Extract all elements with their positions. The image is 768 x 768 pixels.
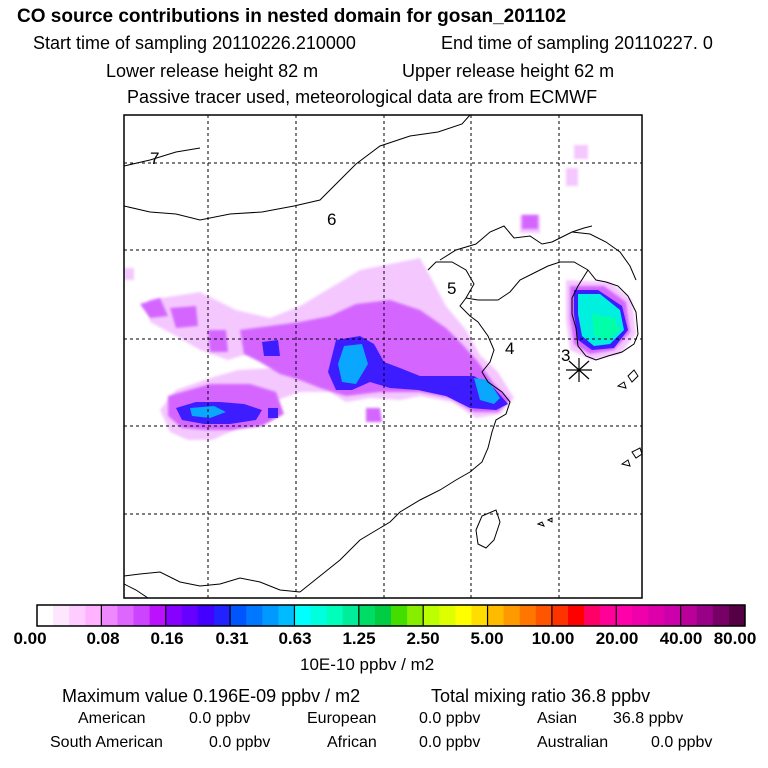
- colorbar-frame: [36, 604, 746, 627]
- colorbar-tick: 2.50: [406, 629, 440, 648]
- contrib-name: South American: [50, 734, 163, 751]
- plume-cyan: [190, 344, 500, 418]
- colorbar-dividers: [100, 605, 682, 626]
- contrib-name: African: [327, 734, 377, 751]
- plot-title: CO source contributions in nested domain…: [17, 6, 567, 27]
- colorbar-swatch: [326, 605, 344, 626]
- colorbar-swatch: [664, 605, 682, 626]
- colorbar-units: 10E-10 ppbv / m2: [300, 655, 435, 674]
- colorbar-swatch: [503, 605, 521, 626]
- plume-korea-peak: [578, 294, 624, 346]
- colorbar-swatch: [551, 605, 569, 626]
- colorbar-tick: 1.25: [342, 629, 376, 648]
- colorbar-tick: 0.00: [13, 629, 47, 648]
- end-time-label: End time of sampling 20110227. 0: [441, 33, 713, 53]
- colorbar-swatch: [278, 605, 295, 626]
- colorbar-swatch: [117, 605, 135, 626]
- colorbar-swatch: [519, 605, 537, 626]
- region-label-7: 7: [150, 149, 159, 168]
- colorbar-swatch: [358, 605, 376, 626]
- colorbar-tick: 0.63: [278, 629, 312, 648]
- colorbar-swatch: [165, 605, 183, 626]
- colorbar-tick: 20.00: [595, 629, 639, 648]
- colorbar-swatch: [133, 605, 151, 626]
- colorbar-swatch: [246, 605, 263, 626]
- contrib-value: 0.0 ppbv: [209, 734, 271, 751]
- receptor-star-icon: [566, 358, 592, 382]
- colorbar-tick: 10.00: [531, 629, 575, 648]
- colorbar-swatch: [374, 605, 392, 626]
- colorbar-tick: 80.00: [713, 629, 757, 648]
- contrib-name: European: [307, 710, 377, 727]
- colorbar: [37, 605, 746, 626]
- colorbar-swatch: [696, 605, 714, 626]
- colorbar-tick: 0.08: [86, 629, 120, 648]
- colorbar-swatch: [616, 605, 633, 626]
- contrib-name: Australian: [537, 734, 609, 751]
- colorbar-swatch: [584, 605, 601, 626]
- contrib-value: 0.0 ppbv: [651, 734, 713, 751]
- colorbar-tick: 0.16: [150, 629, 184, 648]
- colorbar-swatch: [181, 605, 199, 626]
- colorbar-swatch: [487, 605, 505, 626]
- tracer-note: Passive tracer used, meteorological data…: [127, 87, 598, 107]
- upper-release-height: Upper release height 62 m: [402, 61, 615, 81]
- colorbar-swatch: [69, 605, 86, 626]
- colorbar-swatch: [568, 605, 585, 626]
- region-label-6: 6: [327, 210, 336, 229]
- colorbar-swatch: [391, 605, 408, 626]
- colorbar-swatch: [197, 605, 215, 626]
- colorbar-swatch: [471, 605, 489, 626]
- colorbar-tick: 0.31: [215, 629, 249, 648]
- colorbar-tick: 40.00: [659, 629, 703, 648]
- contrib-value: 0.0 ppbv: [189, 710, 251, 727]
- contrib-name: American: [78, 710, 146, 727]
- lower-release-height: Lower release height 82 m: [106, 61, 319, 81]
- contrib-value: 36.8 ppbv: [613, 710, 684, 727]
- colorbar-swatch: [310, 605, 328, 626]
- colorbar-swatch: [262, 605, 279, 626]
- colorbar-swatch: [728, 605, 746, 626]
- colorbar-swatch: [37, 605, 54, 626]
- colorbar-swatch: [101, 605, 118, 626]
- contrib-value: 0.0 ppbv: [419, 734, 481, 751]
- region-label-4: 4: [505, 339, 514, 358]
- lat-lon-grid: [124, 115, 642, 598]
- colorbar-swatch: [600, 605, 617, 626]
- colorbar-swatch: [680, 605, 698, 626]
- colorbar-swatch: [214, 605, 231, 626]
- region-label-5: 5: [447, 279, 456, 298]
- colorbar-swatch: [230, 605, 247, 626]
- region-label-3: 3: [561, 346, 570, 365]
- contrib-name: Asian: [537, 710, 578, 727]
- coastlines: [124, 115, 642, 598]
- colorbar-swatch: [294, 605, 312, 626]
- total-mixing-ratio: Total mixing ratio 36.8 ppbv: [431, 686, 651, 706]
- map-frame: [123, 114, 643, 599]
- colorbar-swatch: [632, 605, 649, 626]
- colorbar-swatch: [423, 605, 440, 626]
- colorbar-swatch: [85, 605, 102, 626]
- colorbar-swatch: [455, 605, 472, 626]
- colorbar-tick: 5.00: [470, 629, 504, 648]
- colorbar-swatch: [535, 605, 553, 626]
- maximum-value: Maximum value 0.196E-09 ppbv / m2: [62, 686, 361, 706]
- colorbar-swatch: [149, 605, 167, 626]
- colorbar-swatch: [53, 605, 70, 626]
- colorbar-swatch: [648, 605, 666, 626]
- start-time-label: Start time of sampling 20110226.210000: [33, 33, 356, 53]
- colorbar-swatch: [712, 605, 730, 626]
- colorbar-swatch: [342, 605, 360, 626]
- colorbar-swatch: [439, 605, 456, 626]
- colorbar-swatch: [407, 605, 424, 626]
- contrib-value: 0.0 ppbv: [419, 710, 481, 727]
